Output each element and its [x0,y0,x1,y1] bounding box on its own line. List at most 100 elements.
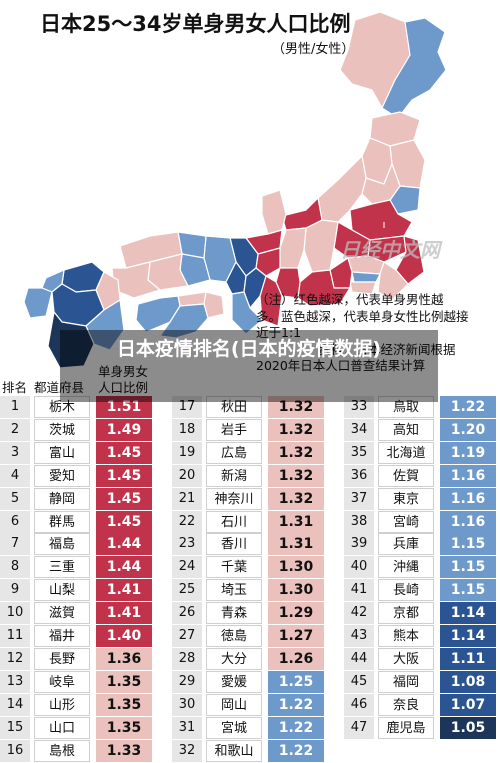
prefecture-cell: 香川 [206,533,262,556]
table-row: 15 山口 1.35 [0,716,156,739]
rank-cell: 37 [344,487,374,510]
ratio-cell: 1.35 [96,693,152,716]
prefecture-cell: 山形 [34,693,90,716]
ratio-cell: 1.22 [268,739,324,762]
nagasaki-region [23,287,53,319]
prefecture-cell: 埼玉 [206,579,262,602]
prefecture-cell: 青森 [206,602,262,625]
table-row: 19 広島 1.32 [172,441,328,464]
rank-cell: 23 [172,533,202,556]
rank-cell: 47 [344,716,374,739]
table-row: 31 宮城 1.22 [172,716,328,739]
table-row: 30 岡山 1.22 [172,693,328,716]
prefecture-cell: 佐賀 [378,464,434,487]
rank-cell: 28 [172,647,202,670]
table-row: 33 鳥取 1.22 [344,396,500,418]
map-subtitle: （男性/女性） [272,42,355,57]
prefecture-cell: 宮崎 [378,510,434,533]
nagano-region [303,219,339,273]
kagoshima-region [47,311,95,369]
ratio-cell: 1.45 [96,464,152,487]
ratio-cell: 1.07 [440,693,496,716]
ratio-cell: 1.36 [96,647,152,670]
rank-cell: 11 [0,625,30,647]
rank-cell: 43 [344,625,374,647]
rank-cell: 2 [0,418,30,441]
ratio-cell: 1.32 [268,396,324,418]
wakayama-region [231,291,263,335]
rank-cell: 35 [344,441,374,464]
rank-cell: 17 [172,396,202,418]
ratio-cell: 1.31 [268,533,324,556]
ratio-cell: 1.19 [440,441,496,464]
table-row: 35 北海道 1.19 [344,441,500,464]
note-line-5: 2020年日本人口普查结果计算 [256,358,426,373]
ratio-cell: 1.45 [96,441,152,464]
table-row: 23 香川 1.31 [172,533,328,556]
table-row: 4 愛知 1.45 [0,464,156,487]
ratio-cell: 1.25 [268,670,324,693]
ratio-cell: 1.40 [96,625,152,647]
rank-cell: 41 [344,579,374,602]
kanagawa-region [349,281,377,295]
table-row: 42 京都 1.14 [344,602,500,625]
rank-cell: 3 [0,441,30,464]
prefecture-cell: 茨城 [34,418,90,441]
prefecture-cell: 沖縄 [378,556,434,579]
overlay-title: 日本疫情排名(日本的疫情数据) [116,338,382,360]
rank-cell: 25 [172,579,202,602]
ratio-cell: 1.20 [440,418,496,441]
table-row: 8 三重 1.44 [0,556,156,579]
prefecture-cell: 鹿児島 [378,716,434,739]
ratio-cell: 1.32 [268,487,324,510]
table-row: 36 佐賀 1.16 [344,464,500,487]
prefecture-cell: 長野 [34,647,90,670]
rank-cell: 29 [172,670,202,693]
rank-cell: 42 [344,602,374,625]
prefecture-cell: 宮城 [206,716,262,739]
prefecture-cell: 福島 [34,533,90,556]
ratio-cell: 1.14 [440,602,496,625]
prefecture-cell: 新潟 [206,464,262,487]
note-line-1: （注）红色越深，代表单身男性越 [256,292,444,307]
prefecture-cell: 兵庫 [378,533,434,556]
gifu-region [279,227,307,269]
prefecture-cell: 徳島 [206,625,262,647]
ratio-cell: 1.16 [440,510,496,533]
rank-cell: 27 [172,625,202,647]
prefecture-cell: 愛知 [34,464,90,487]
rank-cell: 46 [344,693,374,716]
prefecture-cell: 神奈川 [206,487,262,510]
rank-cell: 15 [0,716,30,739]
table-row: 44 大阪 1.11 [344,647,500,670]
rank-cell: 44 [344,647,374,670]
ratio-cell: 1.22 [268,693,324,716]
rank-cell: 38 [344,510,374,533]
ratio-cell: 1.49 [96,418,152,441]
table-row: 40 沖縄 1.15 [344,556,500,579]
header-rank: 排名 [2,380,28,395]
prefecture-cell: 栃木 [34,396,90,418]
table-row: 34 高知 1.20 [344,418,500,441]
ratio-cell: 1.35 [96,716,152,739]
ratio-cell: 1.32 [268,418,324,441]
rank-cell: 13 [0,670,30,693]
ratio-cell: 1.15 [440,533,496,556]
rank-cell: 12 [0,647,30,670]
prefecture-cell: 北海道 [378,441,434,464]
ratio-cell: 1.14 [440,625,496,647]
table-row: 3 富山 1.45 [0,441,156,464]
watermark-logo: 日经中文网 [340,238,440,262]
ratio-cell: 1.16 [440,487,496,510]
table-row: 25 埼玉 1.30 [172,579,328,602]
chiba-region [377,261,409,301]
rank-cell: 5 [0,487,30,510]
table-row: 43 熊本 1.14 [344,625,500,647]
table-row: 41 長崎 1.15 [344,579,500,602]
ratio-cell: 1.33 [96,739,152,762]
ratio-cell: 1.08 [440,670,496,693]
ratio-cell: 1.29 [268,602,324,625]
rank-cell: 39 [344,533,374,556]
yamagata-region [361,163,401,205]
prefecture-cell: 大分 [206,647,262,670]
